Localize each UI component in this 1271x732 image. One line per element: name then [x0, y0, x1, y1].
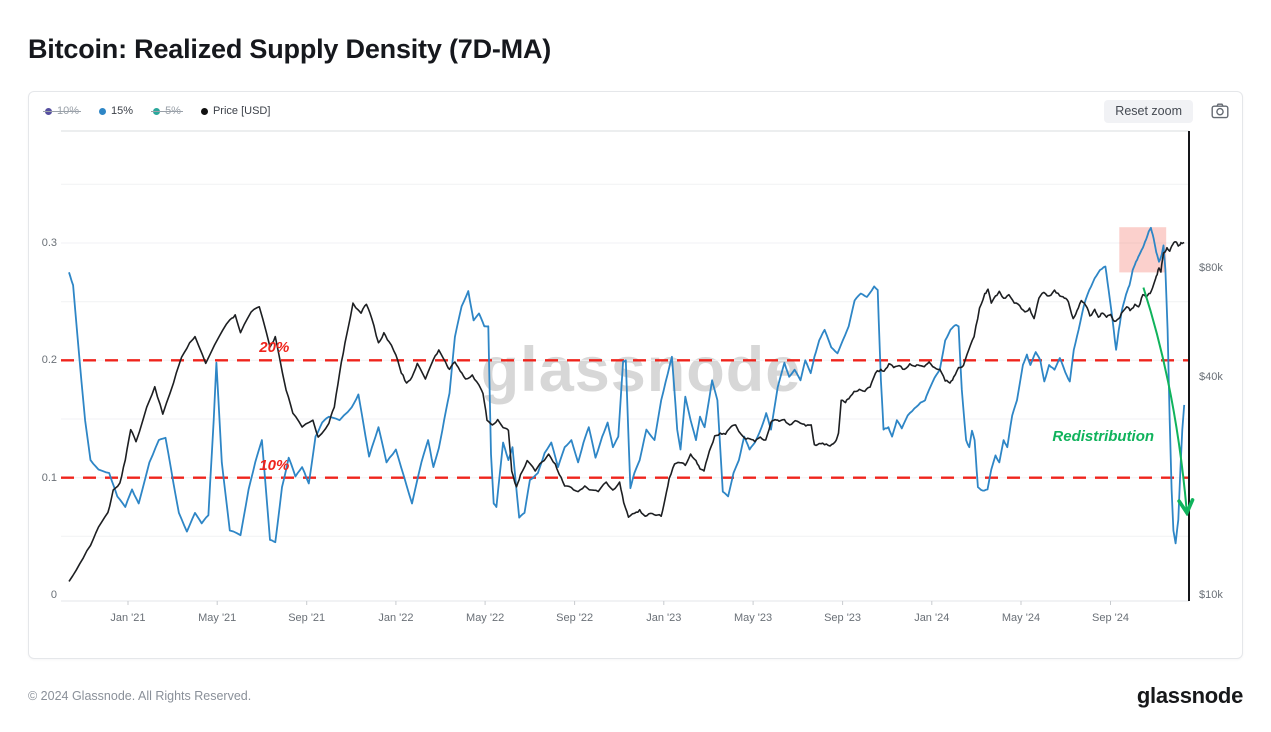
legend: 10% 15% 5% Price [USD] [42, 105, 271, 117]
y-right-label-10k: $10k [1199, 589, 1223, 601]
y-right-label-40k: $40k [1199, 370, 1223, 383]
legend-dot [200, 107, 208, 115]
x-tick-label-jan-23: Jan '23 [646, 612, 682, 624]
legend-label: 15% [111, 105, 134, 117]
legend-label: 5% [165, 105, 181, 117]
x-tick-label-may-22: May '22 [466, 612, 505, 624]
y-left-label-0-1: 0.1 [41, 471, 57, 484]
camera-icon [1211, 102, 1229, 120]
chart-toolbar: 10% 15% 5% Price [USD] Reset zoom [29, 92, 1242, 130]
glassnode-logo: glassnode [1136, 683, 1243, 708]
copyright-text: © 2024 Glassnode. All Rights Reserved. [28, 689, 252, 703]
x-tick-label-may-21: May '21 [198, 612, 237, 624]
legend-dot [99, 107, 107, 115]
y-left-label-0-3: 0.3 [41, 237, 57, 249]
x-tick-label-jan-22: Jan '22 [378, 612, 414, 624]
plot-area[interactable] [61, 131, 1189, 601]
legend-item-5[interactable]: 5% [151, 105, 183, 117]
x-tick-label-may-24: May '24 [1001, 612, 1041, 624]
y-right-label-80k: $80k [1199, 261, 1223, 274]
page: Bitcoin: Realized Supply Density (7D-MA)… [28, 34, 1243, 709]
legend-item-price-usd[interactable]: Price [USD] [200, 105, 271, 117]
x-tick-label-sep-24: Sep '24 [1091, 612, 1129, 624]
x-tick-label-may-23: May '23 [733, 612, 773, 624]
chart-plot[interactable] [29, 92, 1242, 658]
legend-dot [45, 107, 52, 115]
legend-dot [153, 107, 161, 115]
page-title: Bitcoin: Realized Supply Density (7D-MA) [28, 34, 552, 64]
x-tick-label-sep-21: Sep '21 [288, 612, 326, 624]
x-tick-label-sep-22: Sep '22 [556, 612, 594, 624]
x-tick-label-sep-23: Sep '23 [824, 612, 862, 624]
chart-card: 10%15%5%Price [USD] Reset zoom glassnode [28, 91, 1243, 659]
y-left-label-0: 0 [50, 589, 57, 601]
legend-item-10[interactable]: 10% [42, 105, 82, 117]
x-tick-label-jan-24: Jan '24 [914, 612, 950, 624]
toolbar-right: Reset zoom [1104, 99, 1229, 123]
footer: © 2024 Glassnode. All Rights Reserved. g… [28, 683, 1243, 709]
camera-button[interactable] [1211, 102, 1229, 120]
legend-item-15[interactable]: 15% [99, 105, 133, 117]
legend-label: 10% [57, 105, 80, 117]
legend-label: Price [USD] [212, 105, 271, 117]
x-tick-label-jan-21: Jan '21 [110, 612, 146, 624]
y-left-label-0-2: 0.2 [41, 354, 57, 367]
reset-zoom-button[interactable]: Reset zoom [1104, 99, 1193, 123]
